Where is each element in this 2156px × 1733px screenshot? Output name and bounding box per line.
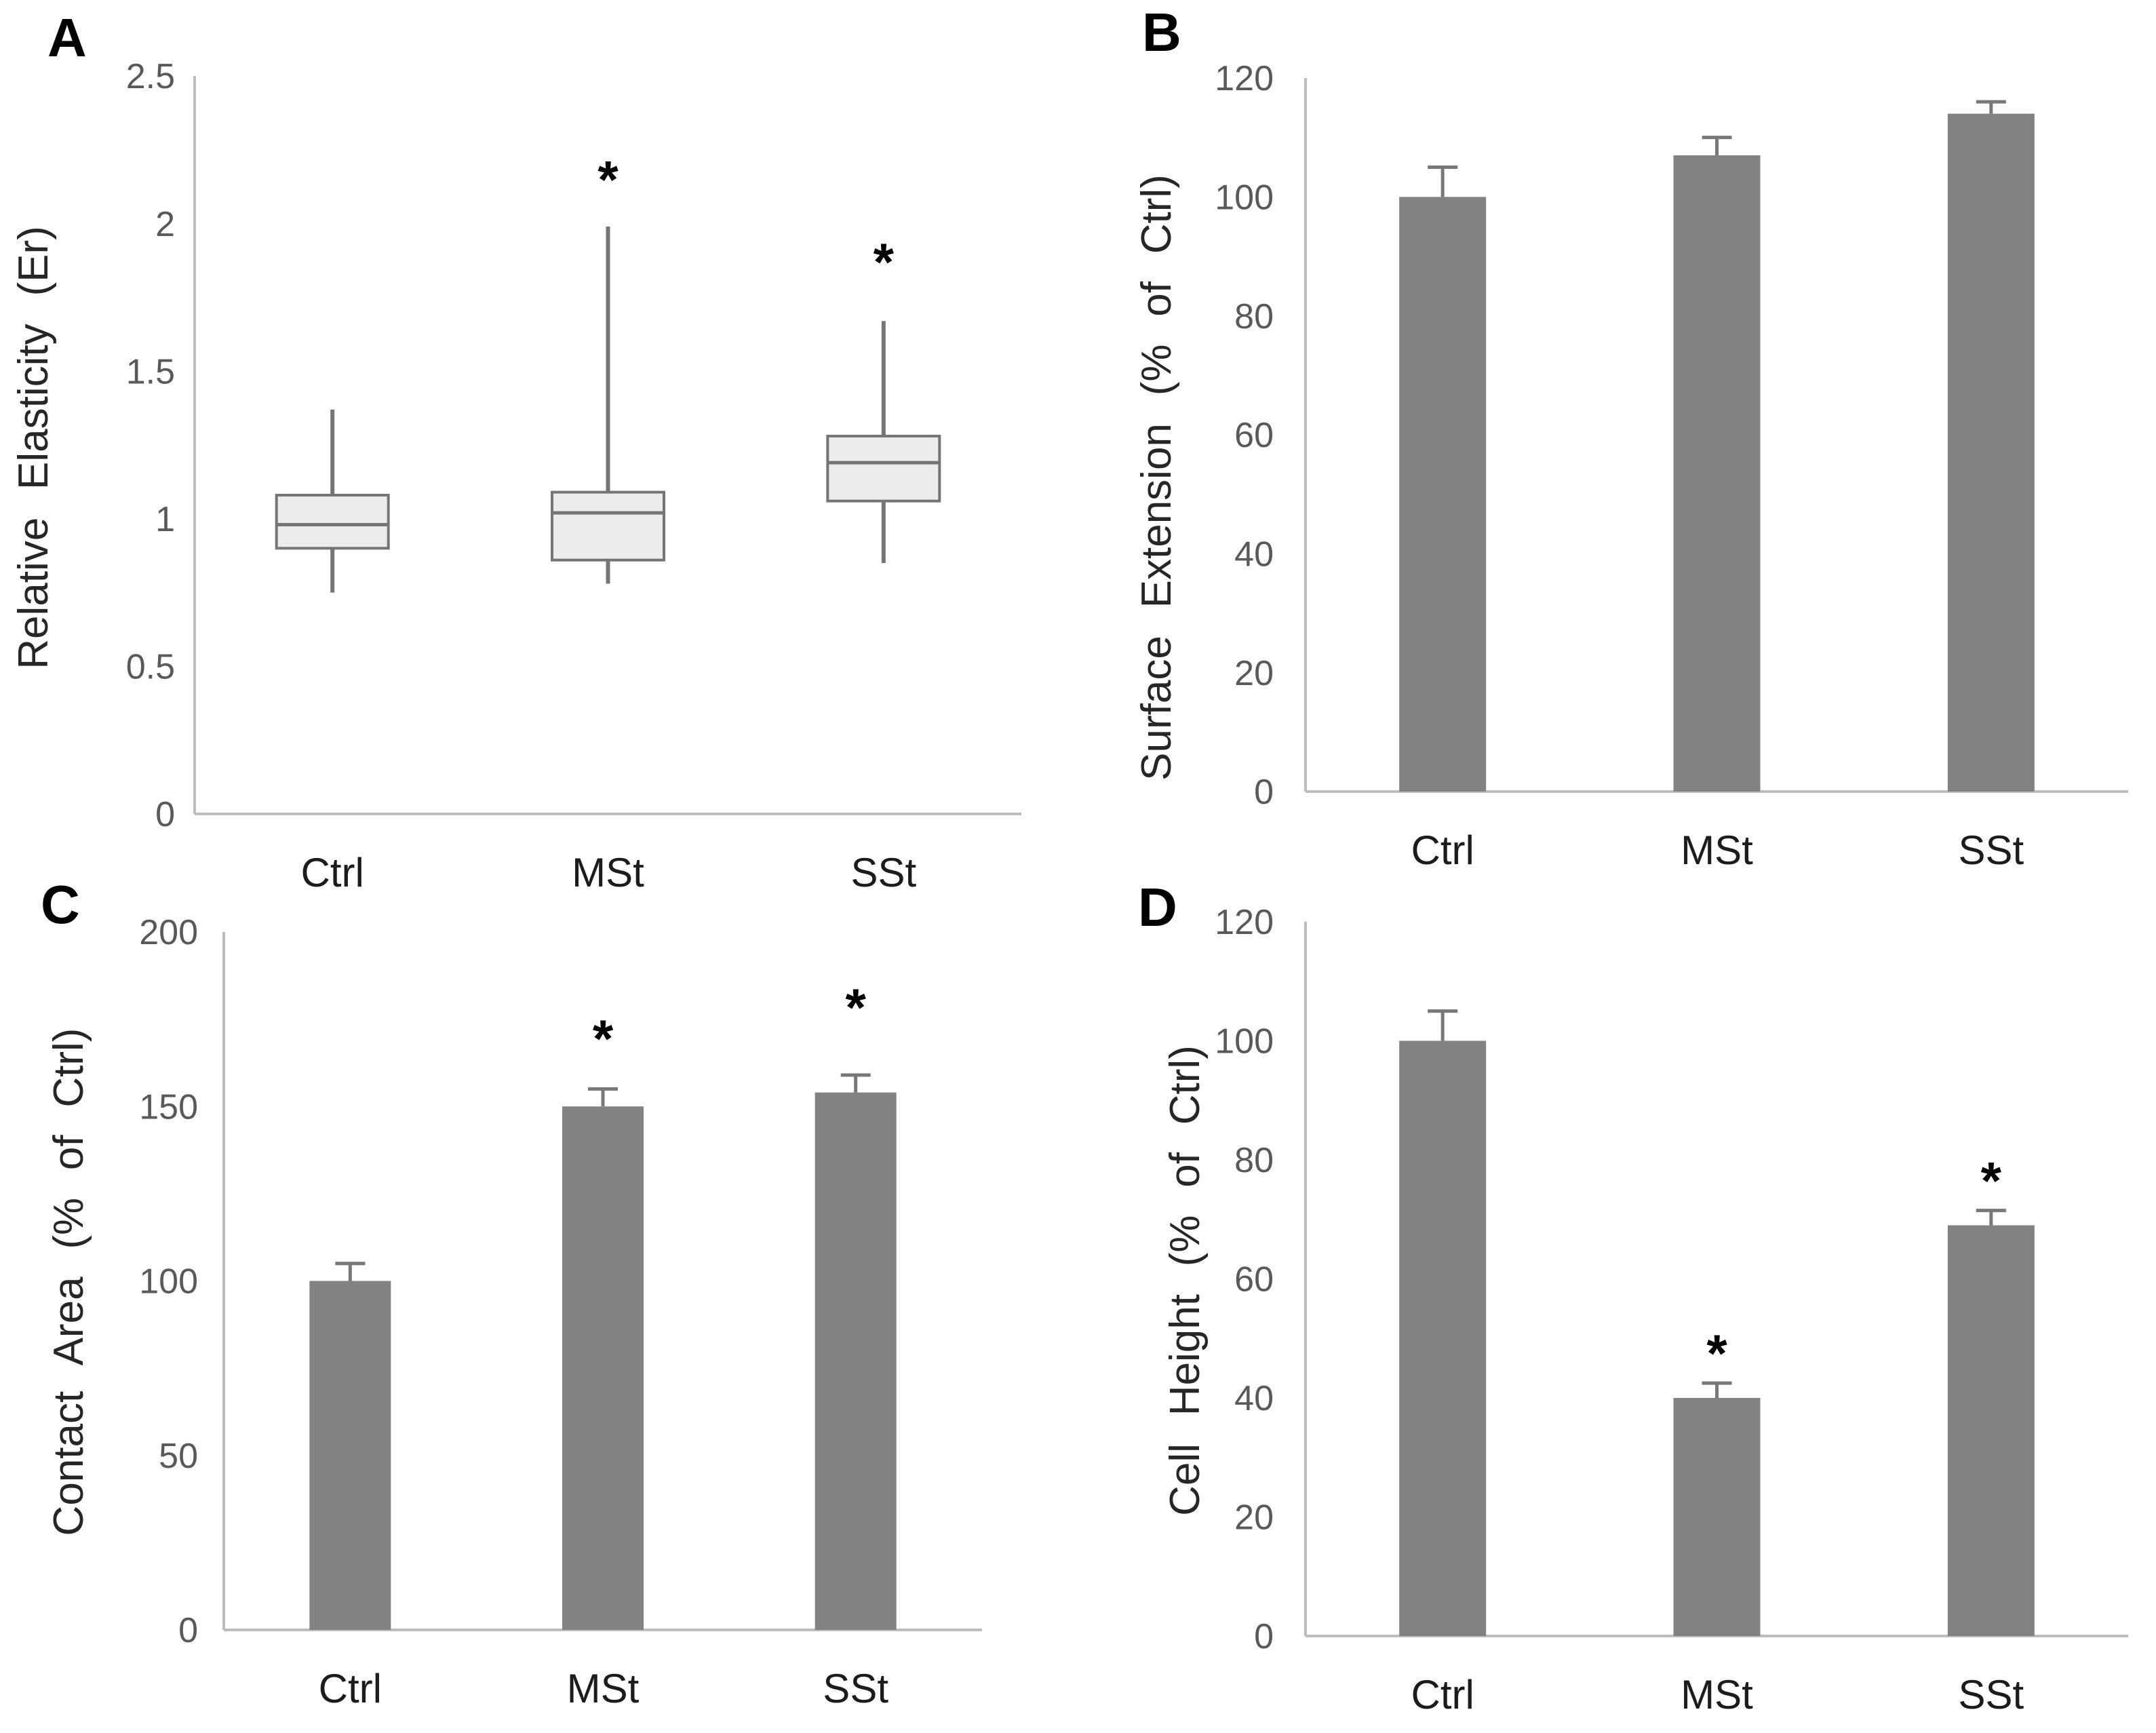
box-ctrl <box>275 493 390 550</box>
y-tick-label: 60 <box>1234 416 1274 455</box>
significance-star: * <box>597 149 619 209</box>
y-tick-label: 1.5 <box>126 352 175 391</box>
panel-b-chart: 0 20 40 60 80 100 120 Ctrl MSt SSt <box>1215 59 2128 873</box>
bar-ctrl <box>1399 197 1487 792</box>
category-label-mst: MSt <box>1681 1672 1753 1717</box>
panel-letter-d: D <box>1138 877 1177 937</box>
bar-sst <box>815 1092 897 1630</box>
category-label-mst: MSt <box>572 850 644 895</box>
category-label-sst: SSt <box>1958 827 2024 873</box>
bar-sst <box>1947 1225 2035 1636</box>
y-tick-label: 0 <box>1254 1617 1274 1656</box>
significance-star: * <box>593 1009 614 1068</box>
y-tick-label: 0 <box>155 795 175 834</box>
panel-letter-b: B <box>1142 2 1181 62</box>
bar-mst <box>1673 155 1761 792</box>
category-label-mst: MSt <box>1681 827 1753 873</box>
bar-sst <box>1947 113 2035 792</box>
box-sst <box>826 434 941 503</box>
panel-a-chart: 0 0.5 1 1.5 2 2.5 Ctrl MSt SSt * * <box>126 57 1021 895</box>
panel-letter-a: A <box>47 7 87 68</box>
category-label-mst: MSt <box>567 1666 640 1711</box>
category-label-ctrl: Ctrl <box>319 1666 382 1711</box>
y-tick-label: 80 <box>1234 1141 1274 1180</box>
panel-d-chart: 0 20 40 60 80 100 120 Ctrl MSt SSt * * <box>1215 903 2128 1717</box>
y-tick-label: 1 <box>155 500 175 539</box>
bar-ctrl <box>1399 1040 1487 1636</box>
y-tick-label: 40 <box>1234 535 1274 575</box>
bar-mst <box>1673 1398 1761 1636</box>
category-label-sst: SSt <box>1958 1672 2024 1717</box>
significance-star: * <box>1706 1323 1727 1383</box>
significance-star: * <box>1981 1151 2002 1211</box>
y-tick-label: 100 <box>139 1262 198 1302</box>
y-tick-label: 150 <box>139 1087 198 1127</box>
y-axis-title-relative-elasticity: Relative Elasticity (Er) <box>10 226 57 669</box>
y-tick-label: 2 <box>155 205 175 244</box>
category-label-ctrl: Ctrl <box>1411 1672 1474 1717</box>
y-tick-label: 100 <box>1215 1022 1274 1062</box>
y-tick-label: 50 <box>159 1437 198 1476</box>
panel-c-chart: 0 50 100 150 200 Ctrl MSt SSt * * <box>139 913 982 1711</box>
significance-star: * <box>874 232 895 292</box>
box-mst <box>551 490 665 562</box>
bar-ctrl <box>309 1281 391 1630</box>
category-label-ctrl: Ctrl <box>301 850 364 895</box>
y-tick-label: 40 <box>1234 1379 1274 1418</box>
y-axis-title-surface-extension: Surface Extension (% of Ctrl) <box>1133 174 1180 781</box>
category-label-ctrl: Ctrl <box>1411 827 1474 873</box>
y-tick-label: 0 <box>178 1611 198 1650</box>
y-tick-label: 80 <box>1234 297 1274 336</box>
y-tick-label: 120 <box>1215 903 1274 942</box>
y-tick-label: 20 <box>1234 1498 1274 1538</box>
y-tick-label: 120 <box>1215 59 1274 98</box>
panel-letter-c: C <box>41 874 80 935</box>
y-tick-label: 20 <box>1234 654 1274 693</box>
bar-mst <box>562 1106 644 1630</box>
y-axis-title-cell-height: Cell Height (% of Ctrl) <box>1162 1045 1209 1516</box>
category-label-sst: SSt <box>850 850 916 895</box>
y-axis-title-contact-area: Contact Area (% of Ctrl) <box>45 1028 92 1536</box>
y-tick-label: 60 <box>1234 1260 1274 1300</box>
y-tick-label: 2.5 <box>126 57 175 96</box>
significance-star: * <box>845 977 866 1037</box>
y-tick-label: 100 <box>1215 178 1274 218</box>
y-tick-label: 0.5 <box>126 648 175 687</box>
y-tick-label: 0 <box>1254 773 1274 812</box>
category-label-sst: SSt <box>823 1666 888 1711</box>
y-tick-label: 200 <box>139 913 198 952</box>
